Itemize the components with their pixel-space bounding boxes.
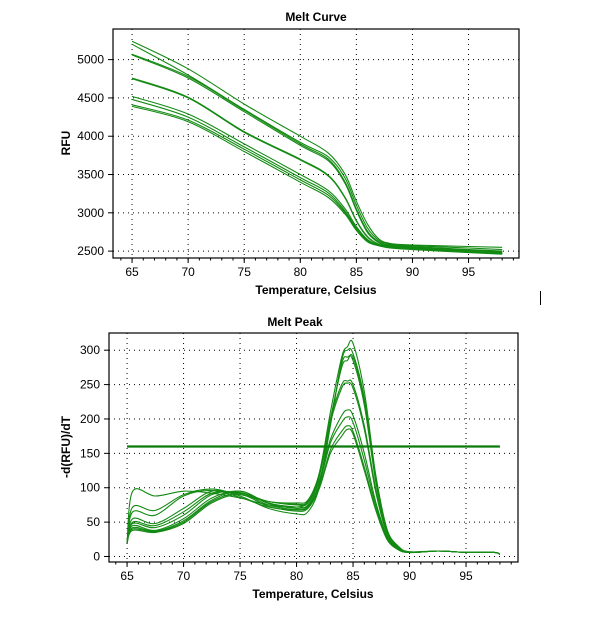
x-tick-label: 85 — [346, 569, 360, 583]
y-tick-label: 0 — [93, 549, 100, 563]
x-tick-label: 80 — [290, 569, 304, 583]
melt-peak-chart: Melt Peak Temperature, Celsius -d(RFU)/d… — [59, 315, 519, 601]
x-tick-label: 65 — [120, 569, 134, 583]
series-line-7 — [131, 95, 503, 254]
x-axis-label: Temperature, Celsius — [255, 283, 376, 297]
series-line-9 — [131, 104, 503, 254]
y-tick-label: 150 — [80, 446, 100, 460]
series-line-5 — [131, 77, 503, 253]
x-tick-label: 80 — [294, 265, 308, 279]
y-tick-label: 200 — [80, 412, 100, 426]
series-line-1 — [131, 40, 503, 248]
y-tick-label: 250 — [80, 378, 100, 392]
x-tick-label: 90 — [403, 569, 417, 583]
series-line-4 — [131, 54, 503, 253]
x-tick-label: 95 — [462, 265, 476, 279]
series-line-6 — [131, 78, 503, 254]
series-line-5 — [126, 379, 501, 555]
plot-frame — [112, 28, 520, 259]
chart-title: Melt Curve — [285, 10, 347, 24]
series-line-2 — [131, 43, 503, 251]
y-tick-label: 3000 — [77, 206, 104, 220]
x-tick-label: 70 — [181, 265, 195, 279]
y-tick-label: 300 — [80, 343, 100, 357]
series-line-10 — [126, 428, 501, 555]
x-tick-label: 75 — [233, 569, 247, 583]
x-axis-label: Temperature, Celsius — [252, 587, 373, 601]
series-line-8 — [131, 98, 503, 254]
x-tick-label: 90 — [406, 265, 420, 279]
y-tick-label: 100 — [80, 481, 100, 495]
y-tick-label: 4500 — [77, 91, 104, 105]
melt-curve-chart: Melt Curve Temperature, Celsius RFU 65 70… — [59, 10, 520, 297]
plot-frame — [108, 332, 519, 563]
chart-title: Melt Peak — [267, 315, 323, 329]
x-tick-label: 85 — [350, 265, 364, 279]
y-tick-label: 2500 — [77, 244, 104, 258]
x-tick-label: 70 — [177, 569, 191, 583]
x-tick-label: 95 — [459, 569, 473, 583]
series-line-6 — [126, 382, 501, 555]
y-tick-label: 4000 — [77, 129, 104, 143]
text-cursor — [540, 291, 541, 305]
series-line-10 — [131, 105, 503, 255]
series-line-3 — [131, 53, 503, 252]
series-line-8 — [126, 416, 501, 555]
y-tick-label: 5000 — [77, 53, 104, 67]
series-line-3 — [126, 355, 501, 555]
x-tick-label: 65 — [125, 265, 139, 279]
series-line-7 — [126, 409, 501, 555]
y-tick-label: 50 — [87, 515, 101, 529]
x-tick-label: 75 — [238, 265, 252, 279]
y-axis-label: RFU — [59, 131, 73, 156]
y-axis-label: -d(RFU)/dT — [59, 415, 73, 478]
y-tick-label: 3500 — [77, 168, 104, 182]
